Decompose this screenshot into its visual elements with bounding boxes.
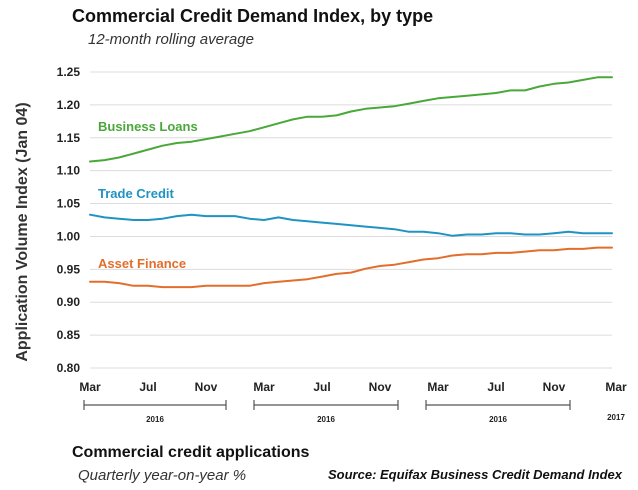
x-tick-label: Mar (79, 380, 101, 394)
line-chart: 0.80 0.85 0.90 0.95 1.00 1.05 1.10 1.15 1.20 1.25… (14, 65, 627, 424)
y-tick-label: 1.05 (57, 197, 81, 211)
x-tick-label: Mar (427, 380, 449, 394)
x-tick-label: Nov (369, 380, 392, 394)
x-tick-label: Nov (195, 380, 218, 394)
series-line-trade-credit (89, 213, 613, 237)
y-tick-label: 1.00 (57, 229, 81, 243)
series-line-business-loans (89, 76, 613, 163)
year-label: 2016 (317, 415, 335, 424)
x-tick-label: Jul (139, 380, 156, 394)
y-tick-label: 0.80 (57, 361, 81, 375)
series-label-trade-credit: Trade Credit (98, 186, 175, 201)
y-tick-label: 1.15 (57, 131, 81, 145)
x-tick-label: Mar (253, 380, 275, 394)
series-label-asset-finance: Asset Finance (98, 256, 186, 271)
year-label: 2017 (607, 413, 625, 422)
y-axis-label: Application Volume Index (Jan 04) (14, 102, 31, 361)
x-tick-label: Jul (313, 380, 330, 394)
footer-subtitle: Quarterly year-on-year % (78, 467, 247, 484)
y-tick-label: 0.90 (57, 295, 81, 309)
year-label: 2016 (146, 415, 164, 424)
x-tick-label: Jul (487, 380, 504, 394)
chart-title: Commercial Credit Demand Index, by type (72, 6, 434, 26)
y-tick-label: 1.20 (57, 98, 81, 112)
x-tick-label: Mar (605, 380, 627, 394)
chart-subtitle: 12-month rolling average (88, 31, 254, 48)
series-lines (89, 76, 613, 289)
source-note: Source: Equifax Business Credit Demand I… (328, 467, 623, 482)
y-axis-ticks: 0.80 0.85 0.90 0.95 1.00 1.05 1.10 1.15 1.20 1.25 (57, 65, 81, 375)
y-tick-label: 0.95 (57, 262, 81, 276)
series-label-business-loans: Business Loans (98, 119, 198, 134)
year-brackets: 2016 2016 2016 2017 (83, 400, 625, 424)
x-tick-label: Nov (543, 380, 566, 394)
y-tick-label: 1.25 (57, 65, 81, 79)
y-tick-label: 0.85 (57, 328, 81, 342)
y-tick-label: 1.10 (57, 164, 81, 178)
x-axis-ticks: Mar Jul Nov Mar Jul Nov Mar Jul Nov Mar (79, 380, 627, 394)
grid-lines (90, 71, 612, 369)
year-label: 2016 (489, 415, 507, 424)
series-labels: Business Loans Trade Credit Asset Finance (98, 119, 198, 271)
footer-title: Commercial credit applications (72, 444, 310, 461)
series-line-asset-finance (89, 246, 613, 289)
